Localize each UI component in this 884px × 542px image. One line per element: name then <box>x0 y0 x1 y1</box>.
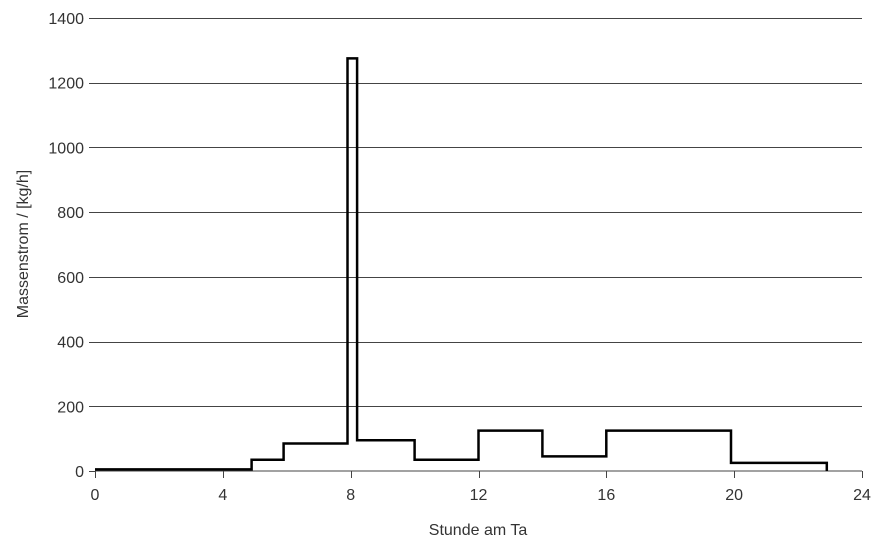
series-group <box>95 57 829 471</box>
x-tick-label: 16 <box>597 487 615 504</box>
x-tick-labels: 0 4 8 12 16 20 24 <box>91 471 871 504</box>
y-tick-labels: 0 200 400 600 800 1000 1200 1400 <box>48 11 95 481</box>
gridlines <box>95 18 862 407</box>
y-tick-label: 400 <box>57 335 84 352</box>
x-tick-label: 12 <box>470 487 488 504</box>
y-axis-title: Massenstrom / [kg/h] <box>15 170 32 319</box>
y-tick-label: 800 <box>57 205 84 222</box>
x-axis-title: Stunde am Ta <box>429 522 528 539</box>
x-tick-label: 20 <box>725 487 743 504</box>
y-tick-label: 200 <box>57 399 84 416</box>
x-tick-label: 8 <box>346 487 355 504</box>
y-tick-label: 1000 <box>48 140 84 157</box>
x-tick-label: 24 <box>853 487 871 504</box>
y-tick-label: 1400 <box>48 11 84 28</box>
y-tick-label: 1200 <box>48 76 84 93</box>
x-tick-label: 0 <box>91 487 100 504</box>
x-tick-label: 4 <box>218 487 227 504</box>
series-line-0 <box>95 57 829 471</box>
y-tick-label: 600 <box>57 270 84 287</box>
y-tick-label: 0 <box>75 464 84 481</box>
